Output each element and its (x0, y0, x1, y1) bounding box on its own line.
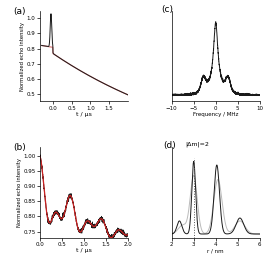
Text: (b): (b) (13, 143, 26, 152)
Y-axis label: Normalized echo intensity: Normalized echo intensity (20, 22, 25, 91)
X-axis label: t / μs: t / μs (76, 112, 92, 117)
Text: (d): (d) (163, 142, 176, 150)
Text: (a): (a) (13, 7, 26, 16)
X-axis label: t / μs: t / μs (76, 248, 92, 253)
Text: (c): (c) (161, 5, 173, 14)
X-axis label: r / nm: r / nm (207, 248, 224, 253)
Y-axis label: Normalized echo intensity: Normalized echo intensity (17, 158, 22, 227)
Text: |Δm|=2: |Δm|=2 (185, 142, 209, 147)
X-axis label: Frequency / MHz: Frequency / MHz (193, 112, 238, 117)
